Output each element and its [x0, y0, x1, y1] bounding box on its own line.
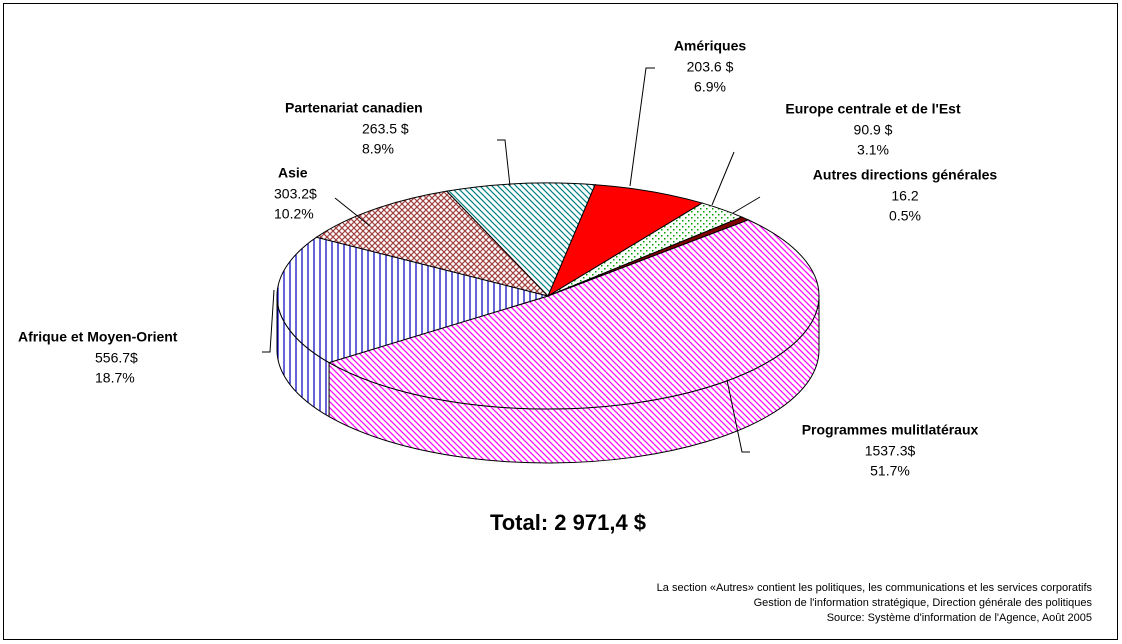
chart-border — [3, 3, 1118, 640]
slice-value: 556.7$ — [95, 350, 138, 366]
slice-value: 203.6 $ — [687, 59, 734, 75]
slice-value: 90.9 $ — [854, 122, 893, 138]
note: Source: Système d'information de l'Agenc… — [827, 612, 1092, 624]
pie-slice — [327, 219, 820, 410]
slice-name: Programmes mulitlatéraux — [802, 422, 979, 438]
slice-name: Asie — [278, 165, 308, 181]
slice-percent: 6.9% — [694, 79, 726, 95]
leader-line — [497, 139, 511, 187]
slice-name: Europe centrale et de l'Est — [785, 101, 961, 117]
note: Gestion de l'information stratégique, Di… — [754, 597, 1093, 609]
pie-slice — [276, 236, 550, 364]
slice-value: 263.5 $ — [362, 121, 409, 137]
note: La section «Autres» contient les politiq… — [657, 582, 1093, 594]
leader-line — [262, 289, 275, 353]
slice-name: Afrique et Moyen-Orient — [18, 329, 178, 345]
slice-percent: 3.1% — [857, 142, 889, 158]
slice-percent: 51.7% — [870, 463, 910, 479]
slice-percent: 10.2% — [274, 206, 314, 222]
slice-value: 303.2$ — [274, 186, 317, 202]
slice-name: Partenariat canadien — [285, 100, 423, 116]
pie-slice — [546, 184, 704, 298]
leader-line — [711, 151, 735, 206]
slice-percent: 18.7% — [95, 370, 135, 386]
slice-value: 1537.3$ — [865, 443, 916, 459]
slice-name: Amériques — [674, 38, 747, 54]
leader-line — [726, 379, 750, 453]
slice-name: Autres directions générales — [813, 167, 998, 183]
pie-tops — [276, 182, 820, 410]
slice-percent: 8.9% — [362, 141, 394, 157]
leader-line — [629, 67, 655, 187]
leader-line — [334, 197, 371, 227]
total: Total: 2 971,4 $ — [490, 510, 646, 535]
leader-line — [732, 196, 761, 214]
pie-slice — [445, 182, 596, 297]
slice-percent: 0.5% — [889, 208, 921, 224]
pie-slice — [315, 190, 550, 297]
slice-value: 16.2 — [891, 188, 918, 204]
